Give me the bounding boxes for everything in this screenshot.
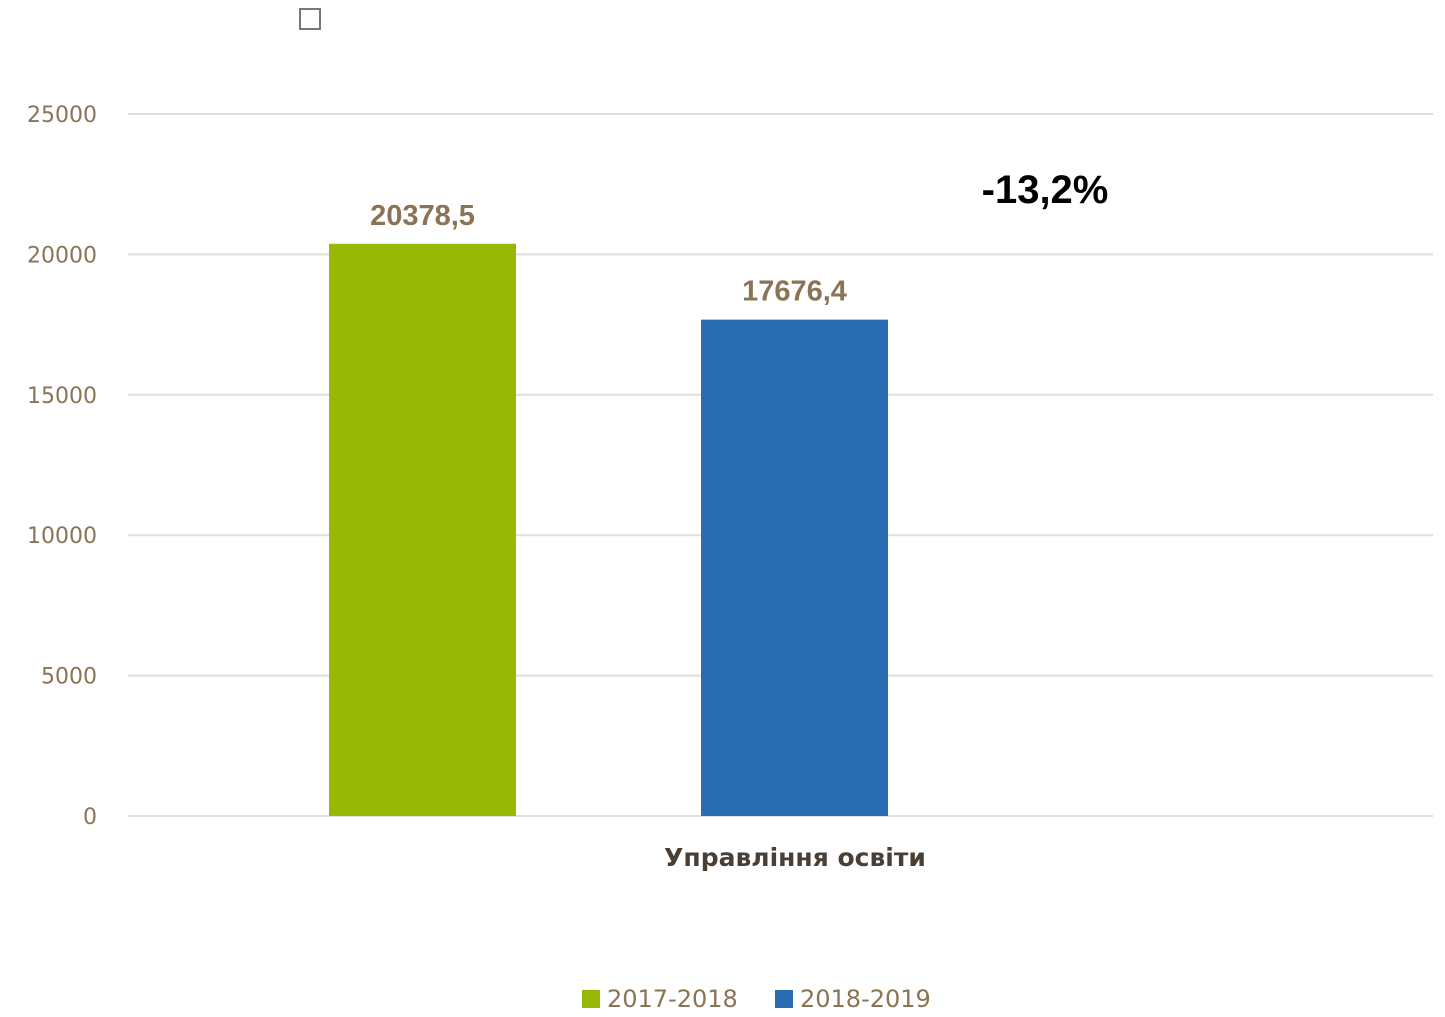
legend-label-2017-2018: 2017-2018 bbox=[607, 985, 738, 1013]
legend-swatch-2018-2019 bbox=[775, 990, 793, 1008]
y-axis-tick-labels: 0 5000 10000 15000 20000 25000 bbox=[27, 103, 97, 830]
data-label-2018-2019: 17676,4 bbox=[742, 276, 847, 308]
legend-label-2018-2019: 2018-2019 bbox=[800, 985, 931, 1013]
data-labels: 20378,5 17676,4 bbox=[370, 200, 847, 308]
y-tick-label: 25000 bbox=[27, 103, 97, 128]
legend-swatch-2017-2018 bbox=[582, 990, 600, 1008]
y-tick-label: 0 bbox=[83, 805, 97, 830]
bars bbox=[329, 243, 888, 816]
change-annotation: -13,2% bbox=[982, 168, 1109, 212]
y-tick-label: 10000 bbox=[27, 524, 97, 549]
data-label-2017-2018: 20378,5 bbox=[370, 200, 475, 232]
legend: 2017-2018 2018-2019 bbox=[582, 985, 931, 1013]
y-tick-label: 15000 bbox=[27, 384, 97, 409]
bar-2017-2018[interactable] bbox=[329, 243, 516, 816]
y-tick-label: 5000 bbox=[41, 665, 97, 690]
category-label: Управління освіти bbox=[664, 843, 926, 872]
y-tick-label: 20000 bbox=[27, 243, 97, 268]
checkbox-icon[interactable] bbox=[299, 8, 321, 30]
bar-2018-2019[interactable] bbox=[701, 319, 888, 816]
